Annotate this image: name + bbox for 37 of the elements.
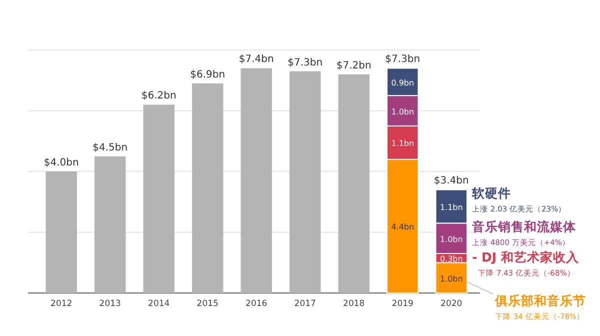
x-tick-label: 2016 <box>246 299 268 309</box>
data-label: 0.3bn <box>440 254 463 264</box>
bar <box>192 83 224 293</box>
data-label: 1.0bn <box>391 107 414 116</box>
text: 俱乐部和音乐节 <box>494 293 586 308</box>
x-tick-label: 2019 <box>392 299 414 309</box>
bar <box>94 156 126 293</box>
bar <box>46 172 77 293</box>
series-label: 软硬件 <box>471 186 511 201</box>
x-tick-label: 2017 <box>294 299 316 309</box>
total-label: $4.0bn <box>44 158 79 168</box>
total-label: $7.3bn <box>288 57 323 68</box>
data-label: 0.9bn <box>391 78 414 88</box>
bar <box>338 74 370 293</box>
series-label: - DJ 和艺术家收入 <box>472 250 580 265</box>
data-label: 1.0bn <box>440 234 463 244</box>
total-label: $6.2bn <box>141 90 176 102</box>
data-label: 1.0bn <box>440 274 463 284</box>
total-label: $7.3bn <box>385 54 420 66</box>
x-tick-label: 2020 <box>440 299 462 309</box>
total-label: $3.4bn <box>434 176 469 187</box>
bar <box>240 68 272 293</box>
data-label: 4.4bn <box>391 222 414 232</box>
x-tick-label: 2013 <box>99 299 121 309</box>
total-label: $7.4bn <box>238 54 274 66</box>
total-label: $6.9bn <box>190 69 226 80</box>
data-label: 1.1bn <box>391 139 414 148</box>
x-tick-label: 2018 <box>343 299 365 309</box>
x-tick-label: 2015 <box>196 299 218 309</box>
x-tick-label: 2014 <box>148 299 170 309</box>
bar <box>143 104 174 293</box>
data-label: 1.1bn <box>440 202 463 212</box>
x-tick-label: 2012 <box>50 299 72 309</box>
total-label: $7.2bn <box>336 60 372 72</box>
total-label: $4.5bn <box>92 142 128 154</box>
bar <box>290 71 321 293</box>
series-label: 音乐销售和流媒体 <box>471 219 577 234</box>
